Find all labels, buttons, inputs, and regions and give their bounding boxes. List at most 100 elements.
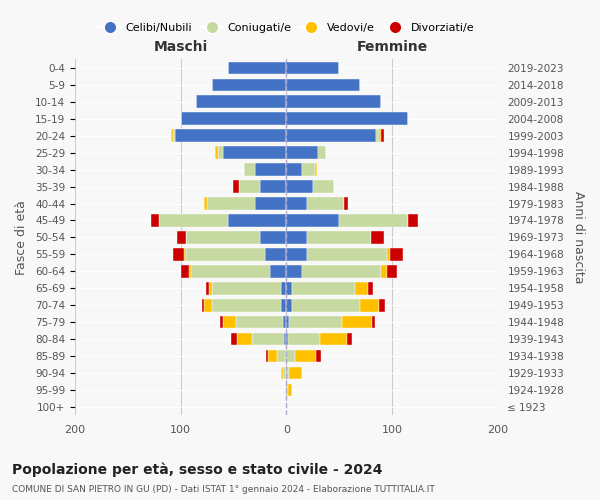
Bar [285, 384, 286, 396]
Bar [220, 316, 223, 328]
Bar [228, 214, 286, 227]
Bar [307, 231, 371, 243]
Bar [286, 146, 318, 159]
Bar [268, 350, 277, 362]
Bar [376, 130, 379, 142]
Bar [204, 197, 207, 210]
Bar [254, 197, 286, 210]
Bar [283, 316, 286, 328]
Bar [289, 332, 320, 345]
Bar [316, 350, 321, 362]
Bar [173, 130, 175, 142]
Bar [379, 299, 385, 312]
Bar [218, 146, 223, 159]
Bar [286, 282, 292, 294]
Bar [286, 214, 339, 227]
Bar [260, 231, 286, 243]
Bar [286, 231, 307, 243]
Bar [302, 265, 382, 278]
Bar [286, 180, 313, 193]
Bar [286, 332, 289, 345]
Bar [318, 146, 326, 159]
Bar [171, 130, 173, 142]
Bar [307, 248, 387, 260]
Bar [260, 180, 286, 193]
Bar [371, 231, 383, 243]
Bar [379, 130, 382, 142]
Bar [320, 332, 347, 345]
Bar [184, 248, 186, 260]
Bar [160, 214, 228, 227]
Bar [347, 332, 352, 345]
Text: Popolazione per età, sesso e stato civile - 2024: Popolazione per età, sesso e stato civil… [12, 462, 383, 477]
Bar [302, 164, 315, 176]
Bar [151, 214, 160, 227]
Bar [286, 112, 408, 125]
Bar [239, 180, 260, 193]
Bar [286, 130, 376, 142]
Text: COMUNE DI SAN PIETRO IN GU (PD) - Dati ISTAT 1° gennaio 2024 - Elaborazione TUTT: COMUNE DI SAN PIETRO IN GU (PD) - Dati I… [12, 485, 435, 494]
Bar [292, 282, 355, 294]
Bar [206, 282, 209, 294]
Bar [285, 350, 286, 362]
Bar [286, 197, 307, 210]
Bar [284, 332, 286, 345]
Bar [209, 282, 212, 294]
Bar [281, 366, 283, 380]
Y-axis label: Fasce di età: Fasce di età [15, 200, 28, 275]
Bar [212, 299, 281, 312]
Bar [382, 265, 387, 278]
Bar [286, 248, 307, 260]
Bar [408, 214, 418, 227]
Bar [212, 78, 286, 92]
Bar [265, 248, 286, 260]
Bar [286, 299, 292, 312]
Bar [223, 316, 236, 328]
Bar [315, 164, 317, 176]
Bar [286, 62, 339, 74]
Bar [295, 350, 316, 362]
Bar [271, 265, 286, 278]
Bar [286, 350, 295, 362]
Bar [343, 316, 372, 328]
Bar [215, 146, 218, 159]
Bar [202, 299, 204, 312]
Bar [283, 366, 286, 380]
Bar [281, 282, 286, 294]
Bar [196, 96, 286, 108]
Bar [186, 231, 260, 243]
Bar [232, 332, 236, 345]
Bar [189, 265, 191, 278]
Bar [360, 299, 379, 312]
Bar [281, 299, 286, 312]
Bar [286, 265, 302, 278]
Bar [313, 180, 334, 193]
Y-axis label: Anni di nascita: Anni di nascita [572, 191, 585, 284]
Legend: Celibi/Nubili, Coniugati/e, Vedovi/e, Divorziati/e: Celibi/Nubili, Coniugati/e, Vedovi/e, Di… [94, 19, 478, 38]
Bar [212, 282, 281, 294]
Bar [236, 332, 253, 345]
Text: Femmine: Femmine [356, 40, 428, 54]
Bar [286, 316, 289, 328]
Bar [204, 299, 212, 312]
Bar [286, 78, 360, 92]
Bar [191, 265, 271, 278]
Bar [286, 366, 289, 380]
Bar [344, 197, 347, 210]
Bar [173, 248, 184, 260]
Bar [181, 112, 286, 125]
Bar [244, 164, 254, 176]
Bar [178, 231, 186, 243]
Bar [277, 350, 285, 362]
Bar [253, 332, 284, 345]
Bar [286, 96, 382, 108]
Bar [236, 316, 283, 328]
Bar [254, 164, 286, 176]
Bar [286, 384, 289, 396]
Bar [181, 265, 189, 278]
Bar [382, 130, 383, 142]
Bar [307, 197, 344, 210]
Bar [289, 366, 302, 380]
Bar [223, 146, 286, 159]
Bar [368, 282, 373, 294]
